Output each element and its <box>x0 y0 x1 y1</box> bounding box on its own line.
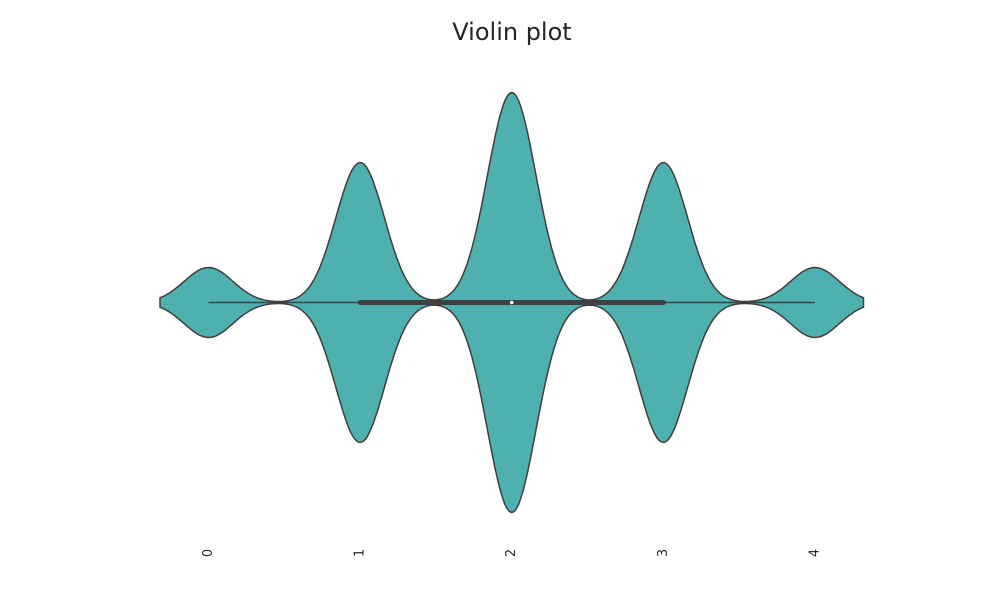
x-tick-label: 2 <box>504 549 519 557</box>
x-tick-label: 4 <box>807 549 822 557</box>
x-tick-label: 1 <box>353 549 368 557</box>
median <box>509 300 514 305</box>
x-tick-label: 0 <box>201 549 216 557</box>
chart-title: Violin plot <box>452 18 571 46</box>
x-tick-label: 3 <box>656 549 671 557</box>
